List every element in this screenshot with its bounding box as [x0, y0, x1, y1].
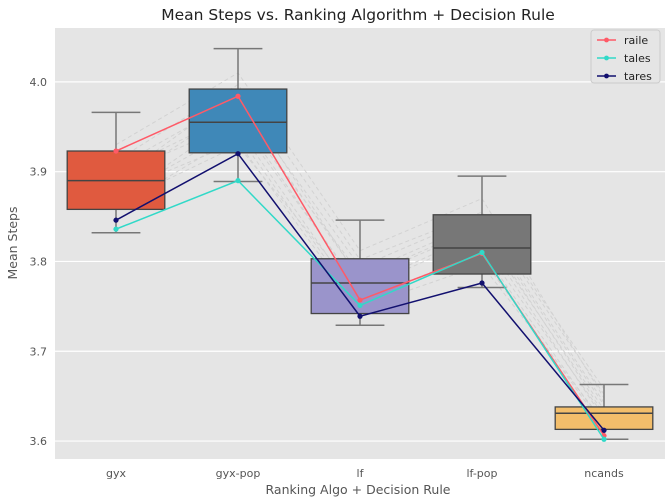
series-point [357, 313, 363, 319]
y-tick-label: 3.6 [30, 435, 48, 448]
legend-label: raile [624, 34, 648, 47]
x-tick-label: gyx-pop [216, 467, 261, 480]
y-tick-label: 3.9 [30, 166, 48, 179]
series-point [235, 178, 241, 184]
x-axis-label: Ranking Algo + Decision Rule [266, 482, 451, 497]
legend-marker [604, 55, 609, 61]
legend-box [590, 29, 661, 84]
box [432, 214, 532, 275]
series-point [357, 302, 363, 309]
x-tick-label: lf-pop [467, 467, 498, 480]
x-tick-labels: gyx gyx-pop lf lf-pop ncands [106, 467, 624, 480]
legend: raile tales tares [590, 29, 661, 84]
legend-label: tares [624, 70, 652, 83]
series-lines [113, 93, 607, 442]
x-tick-label: gyx [106, 467, 126, 480]
series-point [479, 280, 485, 286]
series-point [235, 93, 241, 99]
background-line [115, 141, 605, 417]
legend-label: tales [624, 52, 651, 65]
series-point [235, 151, 241, 157]
series-point [113, 217, 119, 223]
background-line [115, 105, 605, 406]
box [554, 406, 654, 431]
series-point [357, 297, 363, 303]
y-tick-label: 3.7 [30, 345, 48, 358]
series-point [601, 436, 607, 442]
legend-marker [604, 37, 609, 43]
chart-title: Mean Steps vs. Ranking Algorithm + Decis… [161, 6, 555, 24]
y-tick-labels: 3.6 3.7 3.8 3.9 4.0 [30, 76, 48, 448]
x-tick-label: lf [357, 467, 365, 480]
series-point [601, 427, 607, 433]
series-point [113, 226, 119, 232]
series-point [113, 148, 119, 154]
legend-marker [604, 73, 609, 79]
box [188, 88, 288, 154]
y-tick-label: 3.8 [30, 255, 48, 268]
y-tick-label: 4.0 [30, 76, 48, 89]
y-axis-label: Mean Steps [5, 206, 20, 279]
series-point [479, 249, 485, 256]
x-tick-label: ncands [584, 467, 624, 480]
